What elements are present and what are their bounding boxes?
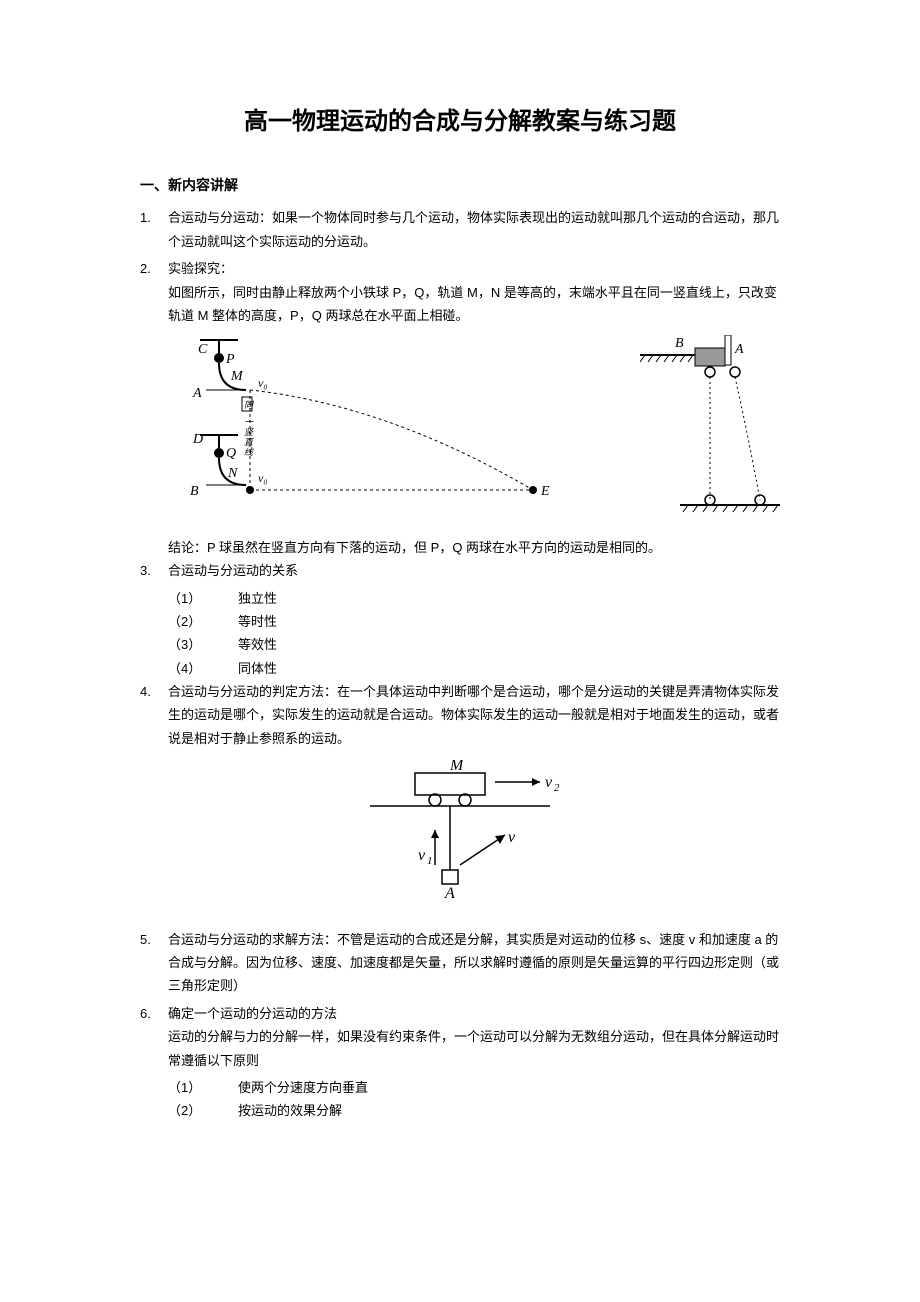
- svg-text:C: C: [198, 342, 208, 357]
- sub-text: 独立性: [238, 587, 277, 610]
- item-6: 6. 确定一个运动的分运动的方法 运动的分解与力的分解一样，如果没有约束条件，一…: [140, 1002, 780, 1072]
- diagram-2: B A: [640, 335, 780, 527]
- svg-text:N: N: [227, 466, 238, 481]
- item-3-subs: （1）独立性 （2）等时性 （3）等效性 （4）同体性: [168, 587, 780, 681]
- svg-text:竖: 竖: [244, 427, 254, 437]
- item-2-label: 实验探究：: [168, 257, 780, 280]
- svg-text:M: M: [449, 760, 465, 774]
- diagram-row-1: C P M A v₀ 同 D Q N B: [168, 335, 780, 527]
- item-2: 2. 实验探究： 如图所示，同时由静止释放两个小铁球 P，Q，轨道 M，N 是等…: [140, 257, 780, 327]
- svg-text:同: 同: [244, 400, 254, 410]
- item-text: 合运动与分运动的求解方法：不管是运动的合成还是分解，其实质是对运动的位移 s、速…: [168, 928, 780, 998]
- svg-text:A: A: [444, 885, 455, 900]
- item-6-subs: （1）使两个分速度方向垂直 （2）按运动的效果分解: [168, 1076, 780, 1123]
- svg-text:2: 2: [554, 782, 560, 794]
- svg-text:v: v: [508, 829, 516, 846]
- sub-num: （3）: [168, 633, 238, 656]
- item-6-label: 确定一个运动的分运动的方法: [168, 1002, 780, 1025]
- svg-text:v: v: [418, 847, 426, 864]
- item-text: 合运动与分运动的判定方法：在一个具体运动中判断哪个是合运动，哪个是分运动的关键是…: [168, 680, 780, 750]
- sub-text: 等效性: [238, 633, 277, 656]
- svg-text:D: D: [192, 432, 203, 447]
- svg-text:v₀: v₀: [258, 471, 268, 485]
- svg-text:B: B: [675, 336, 684, 351]
- sub-text: 使两个分速度方向垂直: [238, 1076, 368, 1099]
- svg-text:A: A: [192, 386, 202, 401]
- svg-text:M: M: [230, 369, 244, 384]
- item-4: 4. 合运动与分运动的判定方法：在一个具体运动中判断哪个是合运动，哪个是分运动的…: [140, 680, 780, 750]
- item-text: 合运动与分运动的关系: [168, 559, 780, 582]
- sub-num: （4）: [168, 657, 238, 680]
- item-text: 确定一个运动的分运动的方法 运动的分解与力的分解一样，如果没有约束条件，一个运动…: [168, 1002, 780, 1072]
- item-3: 3. 合运动与分运动的关系: [140, 559, 780, 582]
- item-2-conclusion: 结论：P 球虽然在竖直方向有下落的运动，但 P，Q 两球在水平方向的运动是相同的…: [168, 536, 780, 559]
- section-heading: 一、新内容讲解: [140, 173, 780, 198]
- item-5: 5. 合运动与分运动的求解方法：不管是运动的合成还是分解，其实质是对运动的位移 …: [140, 928, 780, 998]
- sub-text: 同体性: [238, 657, 277, 680]
- sub-text: 按运动的效果分解: [238, 1099, 342, 1122]
- item-2-desc: 如图所示，同时由静止释放两个小铁球 P，Q，轨道 M，N 是等高的，末端水平且在…: [168, 281, 780, 328]
- item-1: 1. 合运动与分运动：如果一个物体同时参与几个运动，物体实际表现出的运动就叫那几…: [140, 206, 780, 253]
- sub-text: 等时性: [238, 610, 277, 633]
- svg-text:A: A: [734, 342, 744, 357]
- svg-text:线: 线: [244, 447, 254, 457]
- item-number: 2.: [140, 257, 168, 327]
- item-text: 实验探究： 如图所示，同时由静止释放两个小铁球 P，Q，轨道 M，N 是等高的，…: [168, 257, 780, 327]
- svg-text:一: 一: [244, 417, 254, 427]
- svg-text:Q: Q: [226, 446, 236, 461]
- svg-text:v₀: v₀: [258, 376, 268, 390]
- diagram-1: C P M A v₀ 同 D Q N B: [168, 335, 568, 527]
- item-text: 合运动与分运动：如果一个物体同时参与几个运动，物体实际表现出的运动就叫那几个运动…: [168, 206, 780, 253]
- item-6-desc: 运动的分解与力的分解一样，如果没有约束条件，一个运动可以分解为无数组分运动，但在…: [168, 1025, 780, 1072]
- item-number: 1.: [140, 206, 168, 253]
- svg-text:E: E: [540, 484, 550, 499]
- item-number: 4.: [140, 680, 168, 750]
- item-number: 5.: [140, 928, 168, 998]
- page-title: 高一物理运动的合成与分解教案与练习题: [140, 100, 780, 143]
- svg-text:B: B: [190, 484, 199, 499]
- diagram-3: M v 2 A v 1 v: [140, 760, 780, 907]
- svg-text:v: v: [545, 774, 553, 791]
- item-number: 3.: [140, 559, 168, 582]
- svg-text:P: P: [225, 352, 235, 367]
- item-number: 6.: [140, 1002, 168, 1072]
- sub-num: （1）: [168, 1076, 238, 1099]
- sub-num: （2）: [168, 1099, 238, 1122]
- sub-num: （1）: [168, 587, 238, 610]
- sub-num: （2）: [168, 610, 238, 633]
- svg-text:1: 1: [427, 855, 433, 867]
